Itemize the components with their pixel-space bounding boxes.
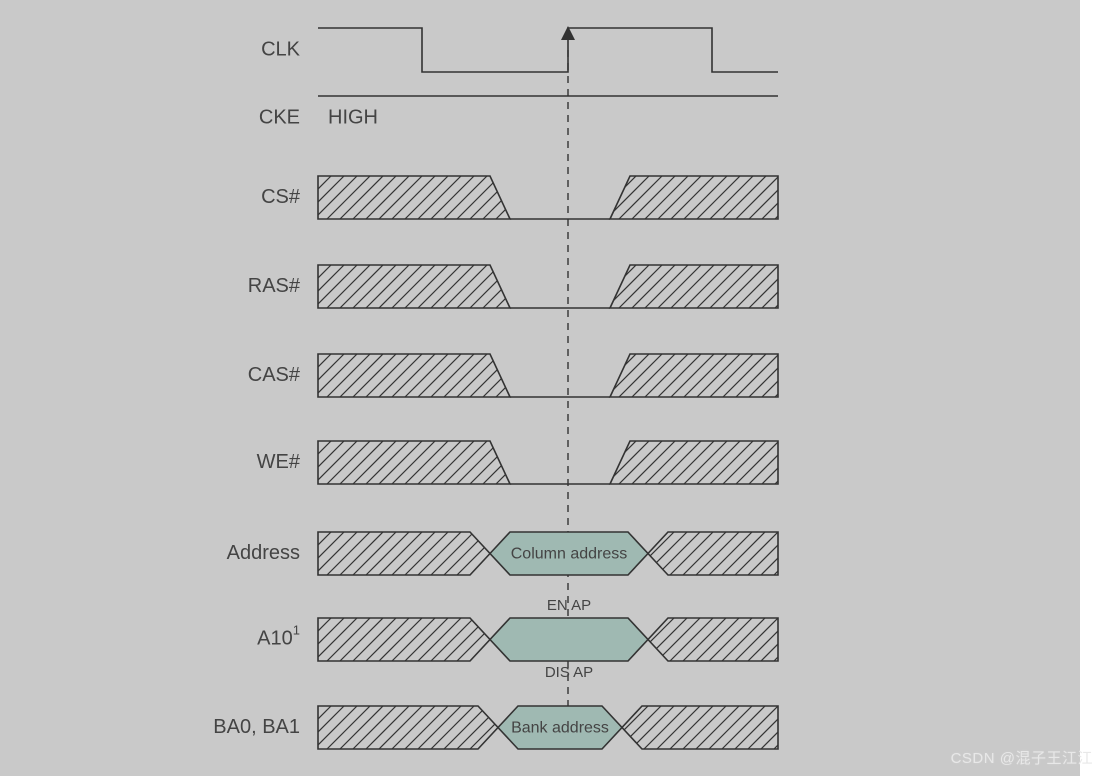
- bus-address: Column address Address: [227, 532, 830, 575]
- right-whitespace: [1080, 0, 1105, 776]
- clk-waveform: [318, 28, 778, 72]
- bus-annotation-top: EN AP: [547, 597, 591, 614]
- cke-value: HIGH: [328, 106, 378, 128]
- bus-label: A101: [257, 623, 300, 650]
- watermark-text: CSDN @混子王江江: [951, 747, 1093, 768]
- bus-label: BA0, BA1: [213, 716, 300, 738]
- bus-label: Address: [227, 542, 300, 564]
- signal-label: WE#: [257, 451, 301, 473]
- bus-bubble: [490, 618, 648, 661]
- timing-diagram-svg: CLK CKE HIGH CS# RAS# CAS# WE# Column address Ad…: [0, 0, 1080, 776]
- bus-ba0-ba1: Bank address BA0, BA1: [213, 706, 830, 749]
- signal-label: CS#: [261, 186, 301, 208]
- cke-label: CKE: [259, 106, 300, 128]
- signal-label: RAS#: [248, 275, 301, 297]
- signal-cs: CS#: [261, 176, 831, 219]
- bus-a10: EN AP DIS AP A101: [257, 597, 830, 681]
- bus-bubble-text: Bank address: [511, 720, 609, 737]
- bus-annotation-bottom: DIS AP: [545, 664, 593, 681]
- bus-bubble-text: Column address: [511, 546, 628, 563]
- signal-ras: RAS#: [248, 265, 831, 308]
- signal-we: WE#: [257, 441, 831, 484]
- diagram-panel: CLK CKE HIGH CS# RAS# CAS# WE# Column address Ad…: [0, 0, 1080, 776]
- clk-label: CLK: [261, 38, 301, 60]
- signal-label: CAS#: [248, 364, 301, 386]
- signal-cas: CAS#: [248, 354, 831, 397]
